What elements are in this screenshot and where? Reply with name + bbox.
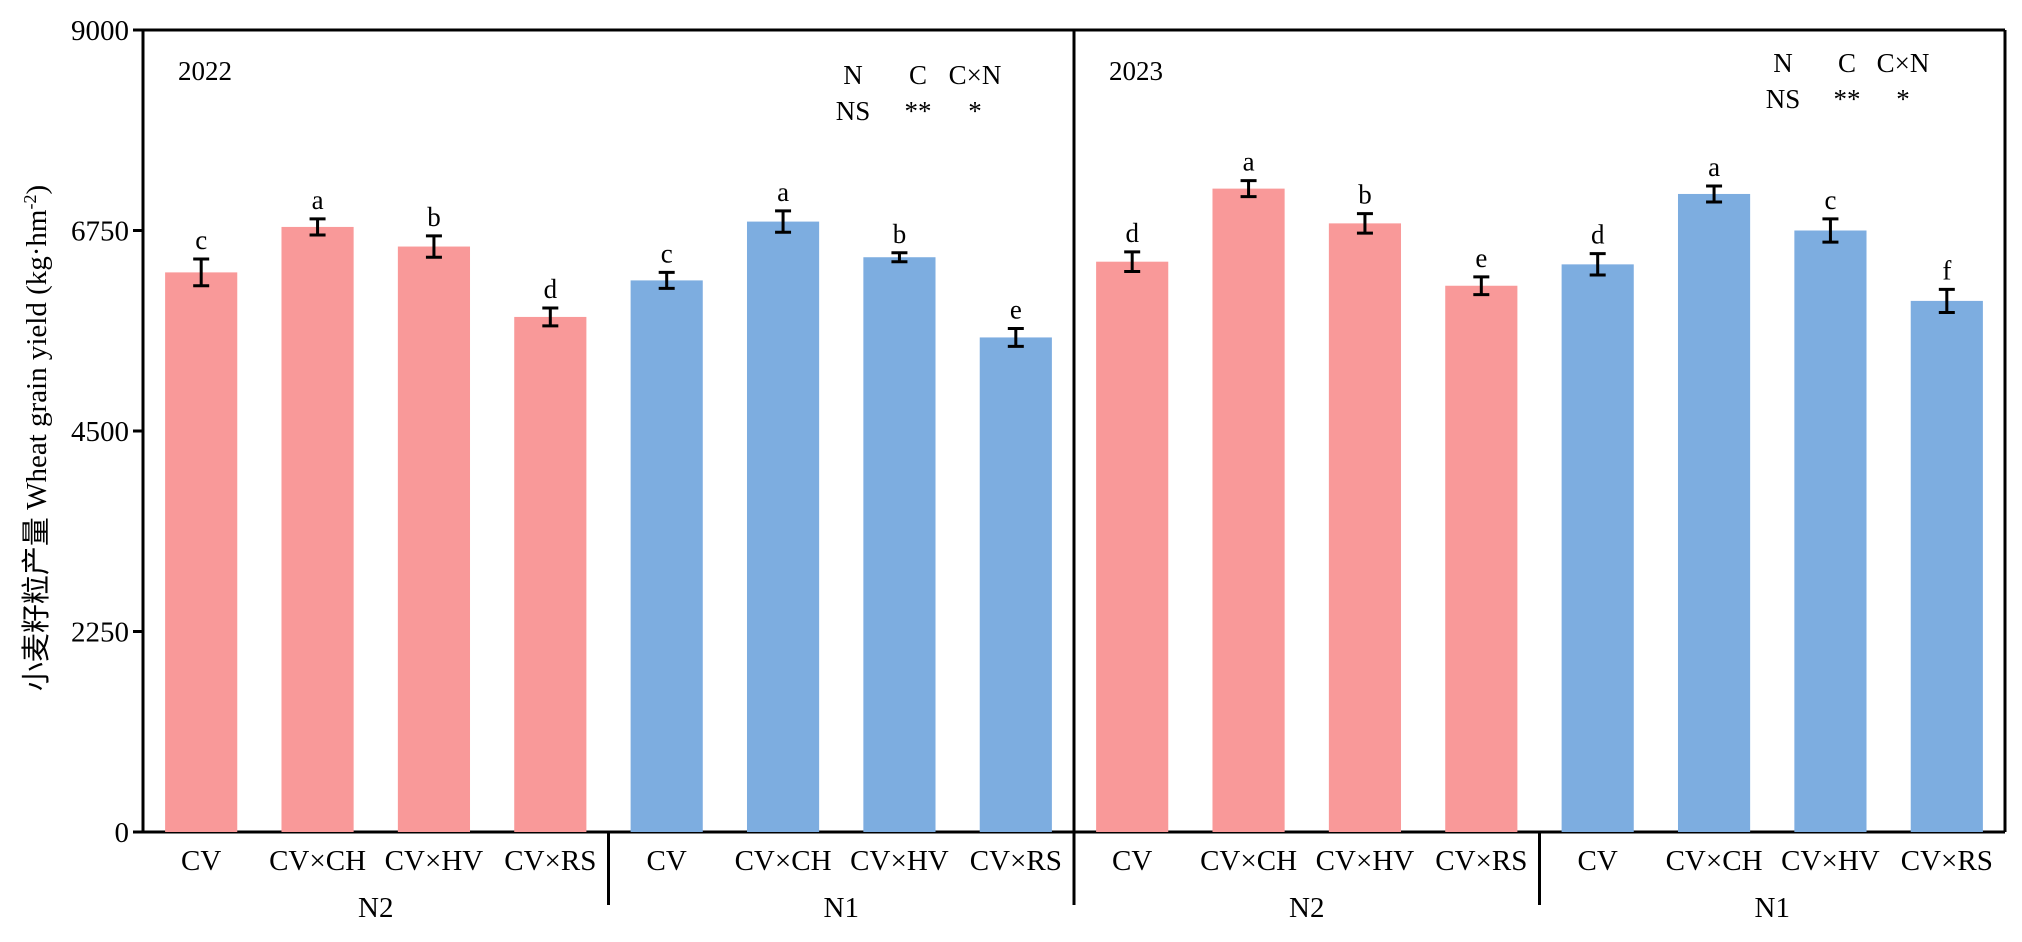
bar [1794, 230, 1867, 832]
category-label: CV [1112, 845, 1152, 877]
stats-value: NS [1766, 84, 1801, 114]
significance-letter: b [893, 219, 907, 249]
stats-value: * [1896, 84, 1910, 114]
bar [1445, 285, 1518, 832]
bar [1910, 300, 1983, 832]
group-label: N2 [358, 892, 393, 924]
significance-letter: c [195, 225, 207, 255]
category-label: CV×HV [850, 845, 949, 877]
y-axis-label-main: 小麦籽粒产量 Wheat grain yield (kg·hm [20, 209, 53, 691]
y-tick-label: 2250 [71, 617, 129, 649]
bar [397, 246, 471, 833]
category-label: CV×RS [970, 845, 1062, 877]
significance-letter: a [777, 177, 789, 207]
significance-letter: d [1125, 218, 1139, 248]
group-label: N1 [824, 892, 859, 924]
stats-value: ** [1834, 84, 1861, 114]
stats-value: NS [836, 96, 871, 126]
panel-year-label: 2023 [1109, 56, 1163, 86]
y-axis-label-close: ) [21, 185, 53, 195]
bar [1328, 223, 1402, 833]
category-label: CV [1578, 845, 1618, 877]
category-label: CV [647, 845, 687, 877]
y-tick-label: 4500 [71, 416, 129, 448]
significance-letter: f [1942, 255, 1951, 285]
stats-value: * [968, 96, 982, 126]
significance-letter: e [1475, 243, 1487, 273]
bar [1561, 264, 1634, 833]
group-label: N1 [1755, 892, 1790, 924]
category-label: CV×RS [1901, 845, 1993, 877]
category-label: CV×CH [1666, 845, 1763, 877]
significance-letter: a [312, 185, 324, 215]
stats-header: N [843, 60, 863, 90]
significance-letter: b [1358, 180, 1372, 210]
stats-header: C×N [949, 60, 1002, 90]
bars-layer [165, 179, 1983, 833]
bar [746, 221, 820, 833]
bar [1096, 261, 1169, 832]
bar [1212, 188, 1285, 832]
bar [514, 316, 587, 833]
x-axis: N2 CV CV×CH CV×HV CV×RS N1 CV CV×CH CV×HV CV×RS N2… [181, 832, 1993, 924]
y-tick-label: 6750 [71, 216, 129, 248]
significance-letter: d [544, 274, 558, 304]
significance-letter: c [1824, 185, 1836, 215]
panel-year-label: 2022 [178, 56, 232, 86]
bar [165, 272, 238, 833]
significance-letter: b [427, 202, 441, 232]
category-label: CV×HV [385, 845, 484, 877]
category-label: CV×HV [1781, 845, 1880, 877]
category-label: CV×CH [735, 845, 832, 877]
bar [630, 280, 703, 832]
category-label: CV×HV [1316, 845, 1415, 877]
bar [281, 226, 354, 833]
category-label: CV×CH [269, 845, 366, 877]
y-axis: 0 2250 4500 6750 9000 [71, 15, 143, 849]
y-axis-label-superscript: -2 [20, 195, 40, 210]
stats-header: C×N [1877, 48, 1930, 78]
significance-letter: d [1591, 220, 1605, 250]
stats-header: C [1838, 48, 1856, 78]
group-label: N2 [1289, 892, 1324, 924]
bar [1677, 193, 1751, 832]
category-label: CV×RS [504, 845, 596, 877]
stats-value: ** [905, 96, 932, 126]
significance-letter: c [661, 238, 673, 268]
significance-letter: e [1010, 295, 1022, 325]
significance-letter: a [1708, 152, 1720, 182]
stats-header: C [909, 60, 927, 90]
y-tick-label: 9000 [71, 15, 129, 47]
category-label: CV×RS [1435, 845, 1527, 877]
category-label: CV×CH [1200, 845, 1297, 877]
significance-letter: a [1243, 147, 1255, 177]
bar [863, 257, 936, 832]
y-tick-label: 0 [115, 817, 130, 849]
bar [979, 337, 1052, 832]
y-axis-label: 小麦籽粒产量 Wheat grain yield (kg·hm-2) [20, 185, 53, 691]
category-label: CV [181, 845, 221, 877]
stats-header: N [1773, 48, 1793, 78]
